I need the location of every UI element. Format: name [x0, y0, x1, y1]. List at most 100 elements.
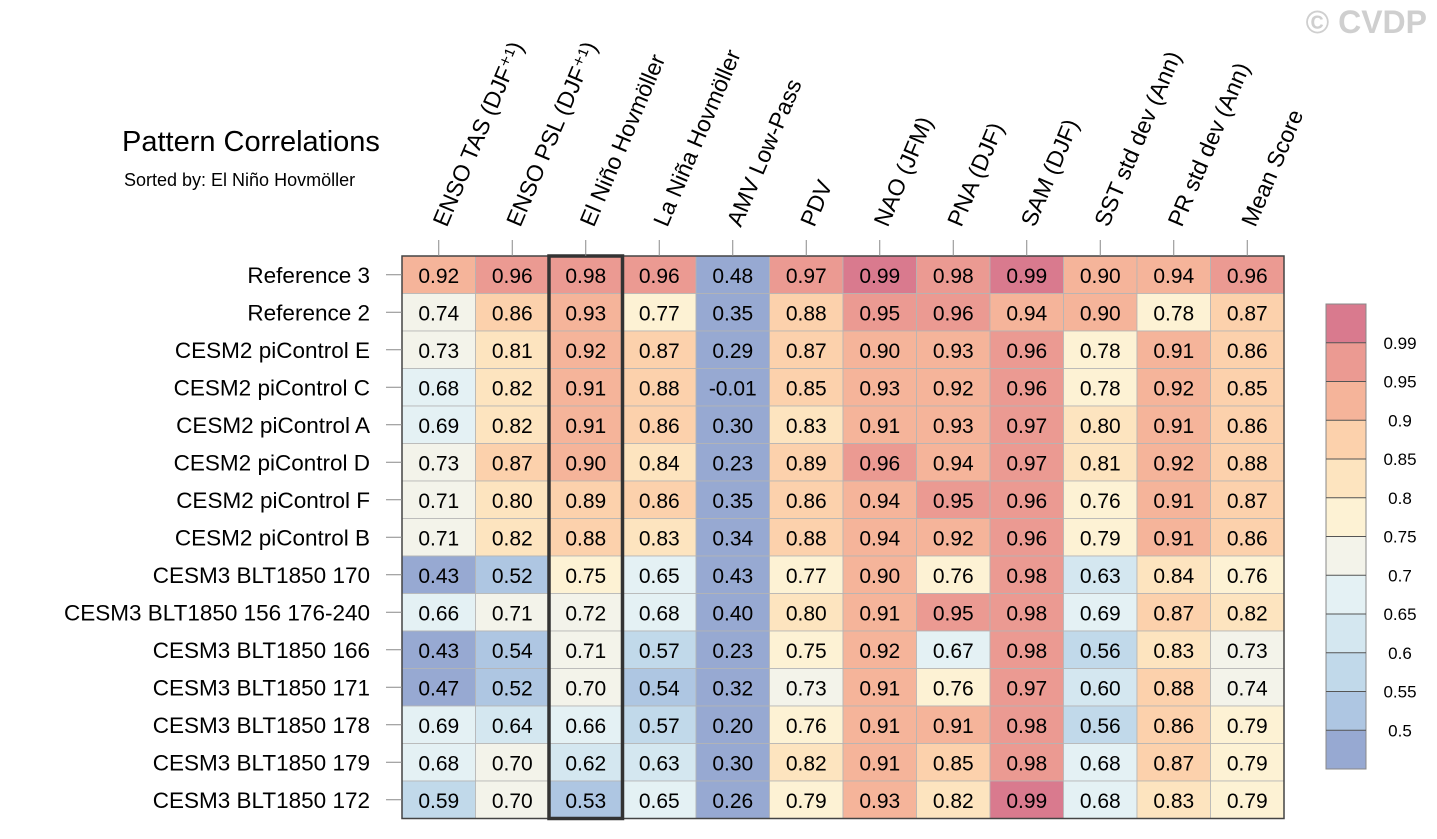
cell-value-label: 0.87	[639, 340, 680, 363]
cell-value-label: 0.82	[1227, 602, 1268, 625]
heatmap-cell	[401, 780, 476, 819]
cell-value-label: 0.75	[786, 640, 827, 663]
heatmap-cell	[769, 293, 844, 332]
cell-value-label: 0.96	[859, 452, 900, 475]
cell-value-label: 0.79	[1227, 752, 1268, 775]
cell-value-label: 0.59	[418, 790, 459, 813]
cell-value-label: 0.56	[1080, 715, 1121, 738]
cell-value-label: 0.89	[786, 452, 827, 475]
column-label: NAO (JFM)	[868, 113, 937, 230]
cell-value-label: 0.88	[565, 527, 606, 550]
cell-value-label: 0.86	[1227, 340, 1268, 363]
cell-value-label: 0.90	[859, 340, 900, 363]
heatmap-cell	[695, 480, 770, 519]
row-label: CESM3 BLT1850 179	[153, 750, 370, 775]
heatmap-cell	[989, 293, 1064, 332]
heatmap-cell	[1136, 555, 1211, 594]
row-label: CESM3 BLT1850 171	[153, 675, 370, 700]
cell-value-label: 0.91	[1153, 527, 1194, 550]
row-label: CESM2 piControl D	[174, 450, 370, 475]
cell-value-label: 0.87	[492, 452, 533, 475]
cell-value-label: 0.91	[859, 415, 900, 438]
cell-value-label: 0.82	[492, 415, 533, 438]
heatmap-cell	[1136, 480, 1211, 519]
cell-value-label: 0.30	[712, 415, 753, 438]
heatmap-cell	[1136, 293, 1211, 332]
heatmap-cell	[989, 593, 1064, 632]
cell-value-label: 0.52	[492, 677, 533, 700]
heatmap-cell	[401, 368, 476, 407]
cell-value-label: 0.69	[1080, 602, 1121, 625]
column-label: SAM (DJF)	[1015, 115, 1083, 230]
heatmap-cell	[842, 293, 917, 332]
heatmap-cell	[769, 518, 844, 557]
colorbar-swatch	[1326, 652, 1366, 692]
cell-value-label: 0.66	[418, 602, 459, 625]
cell-value-label: 0.92	[418, 265, 459, 288]
colorbar-tick-label: 0.65	[1383, 605, 1416, 624]
colorbar-tick-label: 0.7	[1388, 566, 1412, 585]
heatmap-cell	[916, 743, 991, 782]
cell-value-label: 0.64	[492, 715, 533, 738]
cell-value-label: 0.97	[1006, 415, 1047, 438]
heatmap-cell	[769, 480, 844, 519]
row-label: CESM3 BLT1850 172	[153, 788, 370, 813]
cell-value-label: 0.96	[1006, 490, 1047, 513]
heatmap-cell	[916, 443, 991, 482]
colorbar-tick-label: 0.55	[1383, 683, 1416, 702]
heatmap-cell	[695, 443, 770, 482]
cell-value-label: 0.93	[933, 415, 974, 438]
cell-value-label: 0.96	[639, 265, 680, 288]
cell-value-label: 0.83	[786, 415, 827, 438]
heatmap-cell	[475, 593, 550, 632]
row-label: CESM2 piControl E	[175, 338, 370, 363]
cell-value-label: 0.98	[1006, 565, 1047, 588]
heatmap-cell	[989, 518, 1064, 557]
cell-value-label: 0.81	[492, 340, 533, 363]
heatmap-cell	[1136, 780, 1211, 819]
cell-value-label: 0.96	[1006, 377, 1047, 400]
colorbar: 0.5 0.55 0.6 0.65 0.7 0.75 0.8 0.85 0.9 0.95 0.99	[1325, 303, 1417, 770]
column-label: AMV Low-Pass	[721, 75, 806, 230]
heatmap-cell	[842, 743, 917, 782]
cell-value-label: 0.95	[933, 490, 974, 513]
colorbar-swatch	[1326, 614, 1366, 653]
heatmap-cell	[401, 743, 476, 782]
heatmap-cell	[1063, 593, 1138, 632]
cell-value-label: 0.73	[418, 452, 459, 475]
cell-value-label: 0.85	[1227, 377, 1268, 400]
heatmap-cell	[916, 555, 991, 594]
cell-value-label: 0.88	[786, 302, 827, 325]
cell-value-label: 0.89	[565, 490, 606, 513]
heatmap-cell	[769, 330, 844, 369]
cell-value-label: 0.90	[1080, 265, 1121, 288]
cell-value-label: 0.35	[712, 490, 753, 513]
cell-value-label: 0.65	[639, 790, 680, 813]
cell-value-label: 0.87	[1227, 302, 1268, 325]
heatmap-cell	[1136, 443, 1211, 482]
column-label: Mean Score	[1236, 106, 1308, 230]
cell-value-label: 0.65	[639, 565, 680, 588]
cell-value-label: 0.78	[1153, 302, 1194, 325]
heatmap-cell	[769, 368, 844, 407]
heatmap-cell	[1063, 368, 1138, 407]
cell-value-label: 0.85	[786, 377, 827, 400]
cell-value-label: 0.94	[859, 490, 900, 513]
heatmap-cell	[695, 705, 770, 744]
chart-subtitle: Sorted by: El Niño Hovmöller	[124, 170, 356, 190]
cell-value-label: 0.79	[1227, 715, 1268, 738]
cell-value-label: 0.56	[1080, 640, 1121, 663]
cell-value-label: 0.69	[418, 415, 459, 438]
cell-value-label: 0.53	[565, 790, 606, 813]
heatmap-cell	[989, 330, 1064, 369]
cell-value-label: 0.40	[712, 602, 753, 625]
heatmap-cell	[695, 293, 770, 332]
heatmap-cell	[475, 630, 550, 669]
heatmap-cell	[1210, 743, 1285, 782]
heatmap-cell	[695, 518, 770, 557]
row-label: CESM2 piControl C	[174, 375, 370, 400]
heatmap-cell	[989, 480, 1064, 519]
heatmap-cell	[1136, 743, 1211, 782]
cell-value-label: 0.91	[1153, 415, 1194, 438]
